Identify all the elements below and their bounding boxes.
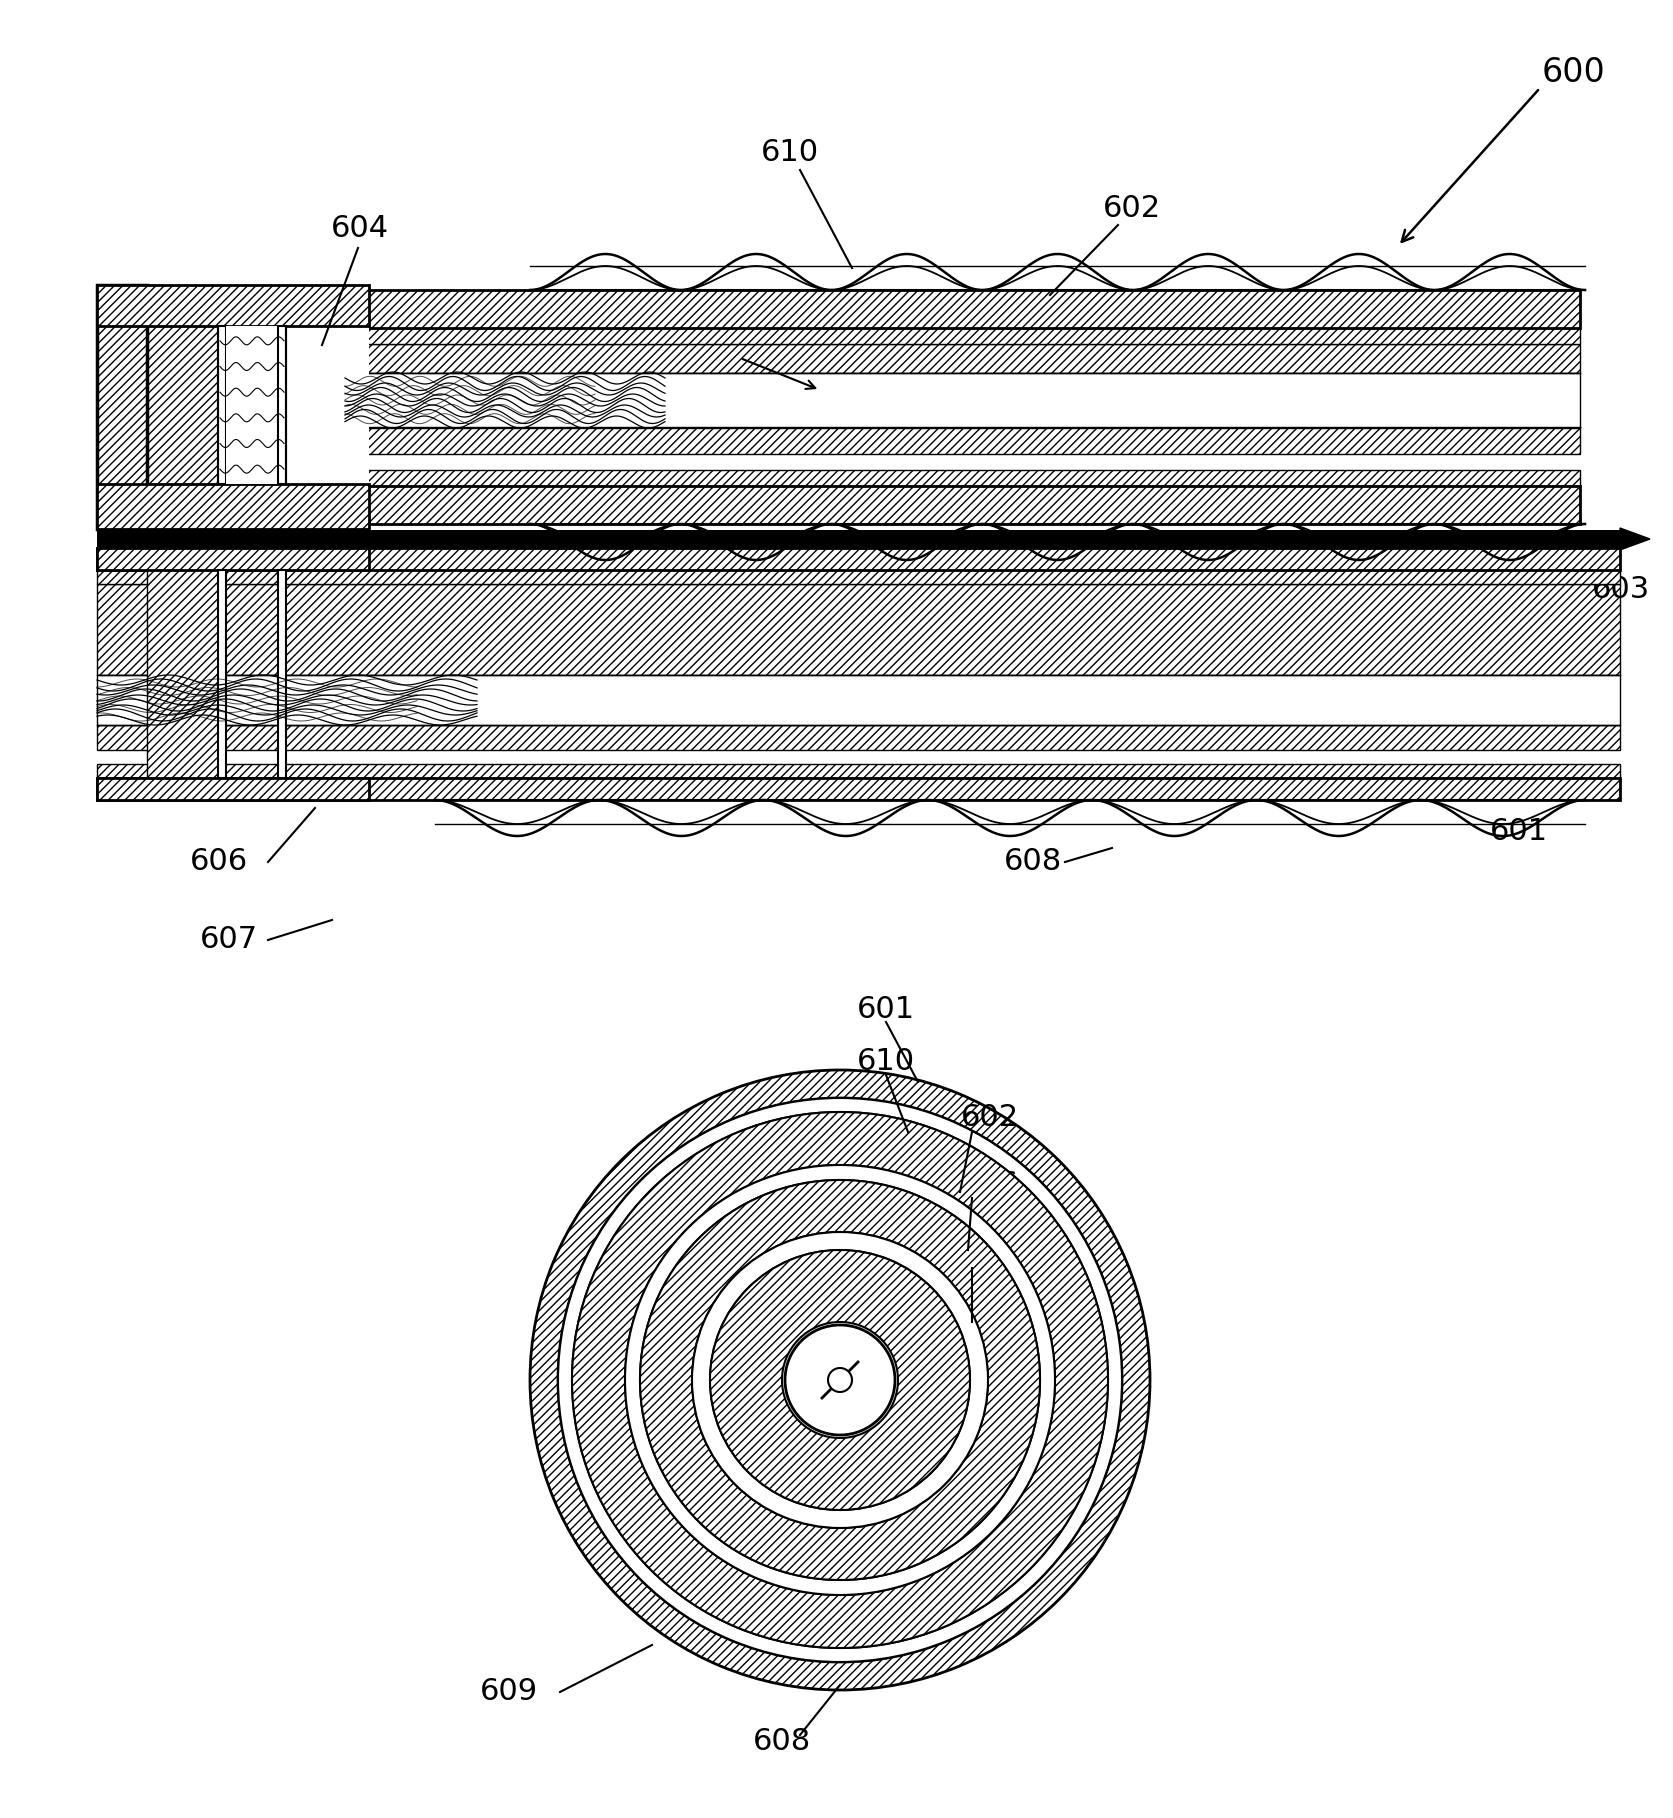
- Bar: [97, 571, 1619, 584]
- Bar: [355, 344, 1579, 373]
- Wedge shape: [624, 1165, 1054, 1594]
- Bar: [147, 571, 217, 778]
- Bar: [97, 285, 368, 325]
- Text: 606: 606: [189, 847, 248, 876]
- Bar: [97, 484, 368, 529]
- Circle shape: [828, 1367, 852, 1393]
- Text: 602: 602: [1103, 193, 1161, 222]
- Bar: [97, 547, 368, 571]
- Text: 606: 606: [960, 1171, 1019, 1200]
- Bar: [278, 325, 286, 484]
- Text: 601: 601: [1489, 818, 1548, 847]
- Bar: [217, 571, 226, 778]
- Bar: [97, 674, 1619, 725]
- Circle shape: [785, 1325, 895, 1434]
- Wedge shape: [572, 1113, 1108, 1647]
- Wedge shape: [530, 1071, 1149, 1691]
- Bar: [97, 764, 1619, 778]
- Bar: [97, 547, 1619, 571]
- Bar: [147, 325, 217, 484]
- Bar: [278, 571, 286, 778]
- Wedge shape: [691, 1233, 987, 1527]
- Bar: [226, 325, 278, 484]
- Bar: [147, 571, 217, 778]
- Bar: [355, 327, 1579, 344]
- Bar: [355, 485, 1579, 524]
- Text: 604: 604: [331, 213, 388, 242]
- Bar: [355, 471, 1579, 485]
- Bar: [97, 531, 1619, 547]
- Bar: [355, 427, 1579, 454]
- Circle shape: [525, 1065, 1154, 1694]
- Bar: [97, 778, 368, 800]
- Wedge shape: [557, 1098, 1121, 1662]
- Bar: [97, 725, 1619, 751]
- Bar: [97, 778, 1619, 800]
- Bar: [147, 325, 368, 484]
- Text: 607: 607: [960, 1240, 1019, 1269]
- Text: 610: 610: [857, 1047, 915, 1076]
- Text: 610: 610: [761, 138, 818, 167]
- Text: 600: 600: [1541, 56, 1604, 89]
- Text: 608: 608: [753, 1727, 811, 1756]
- Bar: [97, 584, 1619, 674]
- Text: 609: 609: [480, 1678, 537, 1707]
- Text: 608: 608: [1004, 847, 1061, 876]
- Text: 607: 607: [199, 925, 258, 954]
- Bar: [217, 325, 226, 484]
- Bar: [355, 291, 1579, 327]
- Polygon shape: [1619, 527, 1650, 551]
- Bar: [97, 291, 1660, 800]
- Text: 603: 603: [1591, 576, 1650, 605]
- Wedge shape: [709, 1251, 969, 1511]
- Bar: [97, 285, 147, 529]
- Wedge shape: [639, 1180, 1039, 1580]
- Bar: [355, 373, 1579, 427]
- Text: 601: 601: [857, 996, 915, 1025]
- Text: 602: 602: [960, 1104, 1019, 1133]
